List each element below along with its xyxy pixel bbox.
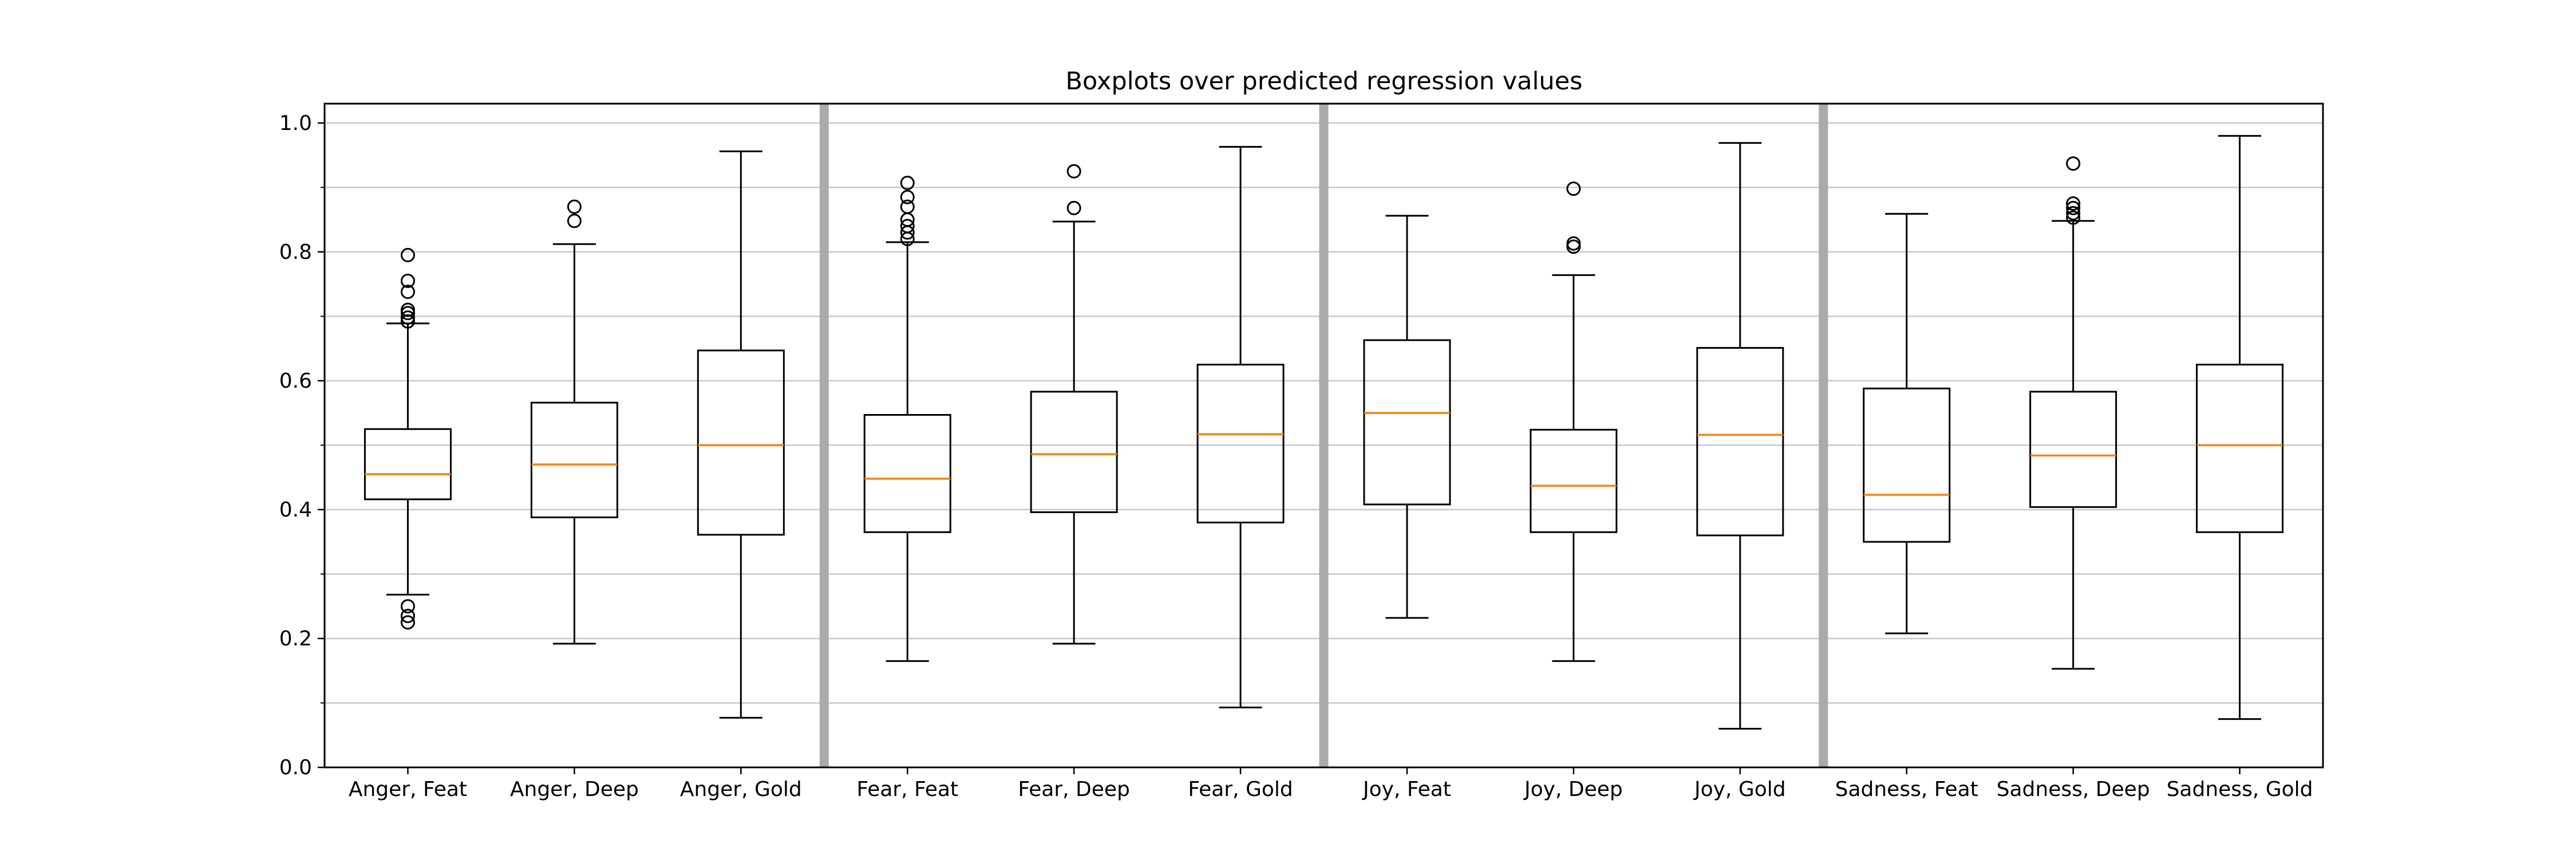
outlier-point — [2066, 156, 2081, 171]
x-tick-label: Joy, Gold — [1693, 778, 1786, 801]
outlier-point — [400, 285, 415, 300]
outlier-point — [1066, 164, 1081, 179]
y-tick-label: 0.2 — [279, 627, 312, 651]
outlier-point — [400, 599, 415, 614]
box-4 — [863, 175, 951, 662]
x-tick-label: Sadness, Feat — [1835, 778, 1978, 801]
iqr-box — [364, 428, 452, 501]
y-tick-label: 1.0 — [279, 112, 312, 135]
box-12 — [2196, 135, 2284, 720]
box-7 — [1363, 215, 1451, 619]
plot-frame — [323, 103, 2324, 769]
x-tick-label: Sadness, Gold — [2167, 778, 2313, 801]
outlier-point — [900, 199, 915, 214]
box-3 — [697, 150, 785, 719]
outlier-point — [2066, 206, 2081, 220]
iqr-box — [1863, 387, 1951, 543]
iqr-box — [863, 413, 951, 533]
iqr-box — [2196, 364, 2284, 533]
outlier-point — [400, 310, 415, 325]
x-tick-label: Anger, Feat — [349, 778, 467, 801]
iqr-box — [697, 349, 785, 536]
box-8 — [1530, 182, 1618, 662]
iqr-box — [1363, 339, 1451, 506]
y-axis: 0.0 0.2 0.4 0.6 0.8 1.0 — [279, 112, 325, 779]
outlier-point — [2066, 200, 2081, 215]
outlier-point — [400, 314, 415, 329]
x-tick-label: Anger, Gold — [680, 778, 802, 801]
x-axis: Anger, Feat Anger, Deep Anger, Gold Fear, F… — [349, 767, 2313, 801]
x-tick-label: Fear, Deep — [1018, 778, 1130, 801]
outlier-point — [2066, 210, 2081, 225]
iqr-box — [530, 401, 618, 518]
outlier-point — [400, 273, 415, 288]
outlier-point — [1066, 200, 1081, 215]
box-2 — [530, 199, 618, 645]
x-tick-label: Fear, Gold — [1188, 778, 1293, 801]
x-tick-label: Sadness, Deep — [1997, 778, 2150, 801]
outlier-point — [400, 609, 415, 624]
outlier-point — [400, 615, 415, 630]
x-tick-label: Anger, Deep — [510, 778, 639, 801]
group-separators — [819, 104, 1828, 767]
chart-title: Boxplots over predicted regression value… — [1065, 67, 1582, 96]
box-layer — [364, 135, 2284, 730]
outlier-point — [567, 214, 582, 228]
iqr-box — [1030, 391, 1118, 513]
box-10 — [1863, 212, 1951, 635]
iqr-box — [1696, 346, 1784, 537]
box-6 — [1196, 145, 1285, 708]
x-tick-label: Fear, Feat — [856, 778, 958, 801]
box-1 — [364, 247, 452, 630]
x-tick-label: Joy, Feat — [1362, 778, 1451, 801]
outlier-point — [900, 219, 915, 234]
iqr-box — [1530, 428, 1618, 533]
outlier-point — [400, 302, 415, 317]
box-5 — [1030, 164, 1118, 645]
box-9 — [1696, 142, 1784, 730]
outlier-point — [400, 247, 415, 262]
outlier-point — [567, 199, 582, 214]
iqr-box — [1196, 364, 1285, 523]
outlier-point — [900, 190, 915, 204]
x-tick-label: Joy, Deep — [1523, 778, 1623, 801]
y-tick-label: 0.8 — [279, 241, 312, 264]
y-tick-label: 0.4 — [279, 498, 312, 522]
outlier-point — [1566, 236, 1581, 251]
outlier-point — [2066, 196, 2081, 211]
y-tick-label: 0.0 — [279, 756, 312, 779]
iqr-box — [2029, 391, 2117, 508]
box-11 — [2029, 156, 2117, 670]
outlier-point — [1566, 182, 1581, 196]
y-tick-label: 0.6 — [279, 369, 312, 393]
outlier-point — [900, 175, 915, 190]
